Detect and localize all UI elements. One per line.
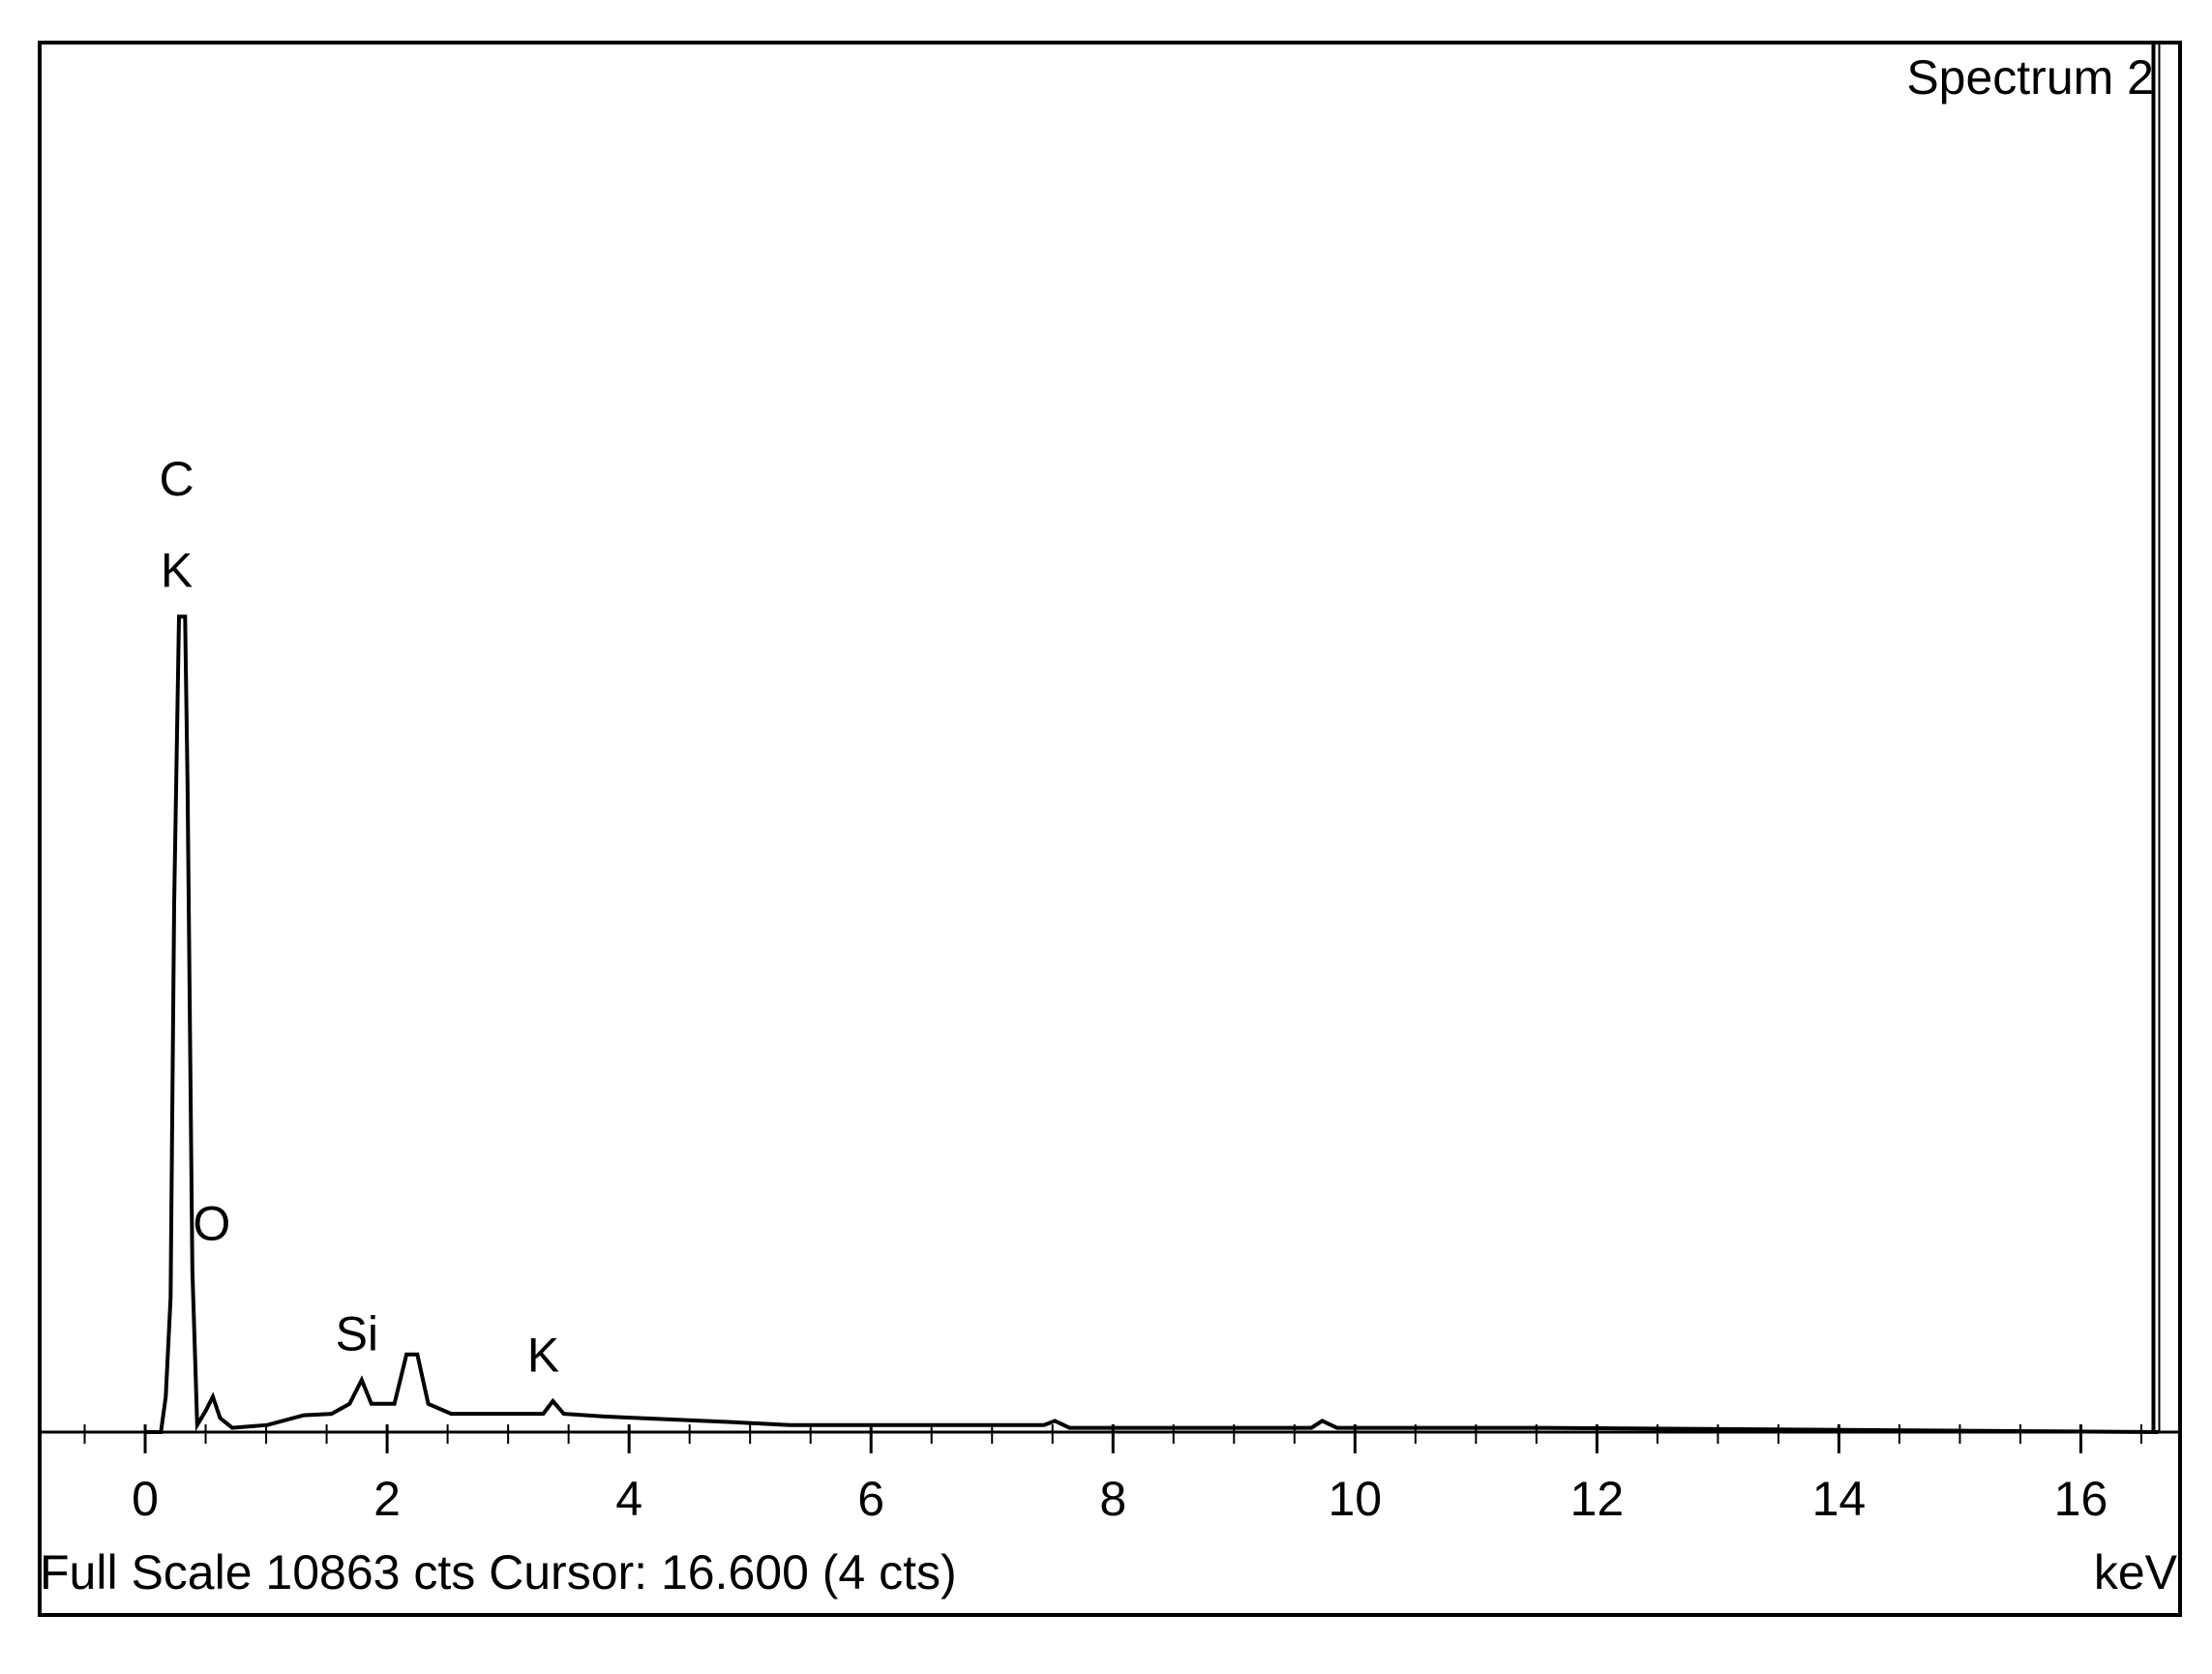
x-tick-label: 4	[615, 1472, 643, 1526]
footer-status: Full Scale 10863 cts Cursor: 16.600 (4 c…	[40, 1545, 957, 1599]
x-tick-label: 0	[132, 1472, 159, 1526]
spectrum-line	[145, 614, 2159, 1434]
x-tick-label: 10	[1328, 1472, 1382, 1526]
frame	[38, 41, 2182, 1617]
x-tick-label: 6	[857, 1472, 884, 1526]
peak-label: O	[193, 1197, 230, 1251]
spectrum-title: Spectrum 2	[1906, 50, 2154, 105]
x-tick-label: 12	[1570, 1472, 1625, 1526]
x-tick-label: 14	[1812, 1472, 1867, 1526]
peak-label: Si	[336, 1307, 378, 1361]
x-axis-label: keV	[2094, 1545, 2178, 1599]
x-tick-label: 8	[1099, 1472, 1126, 1526]
peak-label: C	[159, 452, 194, 506]
peak-label: K	[161, 544, 193, 598]
peak-label: K	[527, 1328, 559, 1382]
x-tick-label: 16	[2054, 1472, 2108, 1526]
x-tick-label: 2	[374, 1472, 401, 1526]
